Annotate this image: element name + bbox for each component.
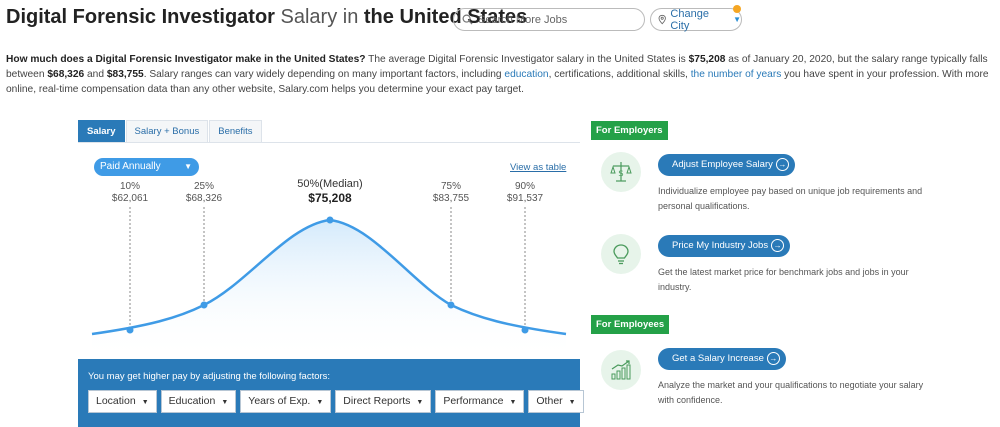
view-as-table-link[interactable]: View as table xyxy=(510,162,567,173)
factor-label: Education xyxy=(168,395,216,407)
svg-text:$: $ xyxy=(618,169,624,179)
percentile-90: 90% $91,537 xyxy=(503,181,547,205)
get-salary-increase-button[interactable]: Get a Salary Increase → xyxy=(658,348,786,370)
factor-label: Location xyxy=(96,395,136,407)
price-my-industry-jobs-label: Price My Industry Jobs xyxy=(672,240,769,251)
factor-performance-dropdown[interactable]: Performance ▼ xyxy=(435,390,525,413)
percentile-10-value: $62,061 xyxy=(111,193,149,204)
caret-down-icon: ▼ xyxy=(416,399,424,406)
percentile-25-label: 25% xyxy=(193,181,214,192)
change-city-label: Change City xyxy=(670,7,709,32)
adjust-employee-salary-button[interactable]: Adjust Employee Salary → xyxy=(658,154,795,176)
factor-row: Location ▼ Education ▼ Years of Exp. ▼ Dire… xyxy=(88,390,584,413)
pay-period-label: Paid Annually xyxy=(100,161,161,172)
factor-experience-dropdown[interactable]: Years of Exp. ▼ xyxy=(240,390,332,413)
scales-money-icon: $ xyxy=(601,152,641,192)
salary-tabs: Salary Salary + Bonus Benefits xyxy=(78,120,263,142)
caret-down-icon: ▼ xyxy=(568,399,576,406)
intro-high: $83,755 xyxy=(106,69,144,80)
chevron-down-icon: ▼ xyxy=(733,15,741,24)
intro-text-4: . Salary ranges can vary widely dependin… xyxy=(143,69,505,80)
tab-salary-bonus[interactable]: Salary + Bonus xyxy=(125,120,209,142)
salary-chart-panel: Paid Annually ▼ View as table 10% $62,06… xyxy=(78,142,580,360)
percentile-75-label: 75% xyxy=(440,181,461,192)
adjust-employee-salary-label: Adjust Employee Salary xyxy=(672,159,773,170)
percentile-25-value: $68,326 xyxy=(185,193,223,204)
percentile-90-label: 90% xyxy=(514,181,535,192)
arrow-right-icon: → xyxy=(775,158,789,171)
factor-other-dropdown[interactable]: Other ▼ xyxy=(528,390,584,413)
percentile-50: 50%(Median) $75,208 xyxy=(285,178,375,204)
factor-direct-reports-dropdown[interactable]: Direct Reports ▼ xyxy=(335,390,432,413)
change-city-button[interactable]: Change City ▼ xyxy=(650,5,742,32)
point-10 xyxy=(126,326,134,334)
factor-label: Direct Reports xyxy=(343,395,411,407)
for-employers-badge: For Employers xyxy=(591,121,668,140)
point-25 xyxy=(200,301,208,309)
page-title: Digital Forensic Investigator Salary in … xyxy=(6,6,527,29)
arrow-right-icon: → xyxy=(766,352,780,365)
percentile-50-label: 50%(Median) xyxy=(297,178,363,190)
percentile-25: 25% $68,326 xyxy=(182,181,226,205)
factor-label: Years of Exp. xyxy=(248,395,311,407)
factors-panel: You may get higher pay by adjusting the … xyxy=(78,359,584,427)
notification-dot xyxy=(733,5,741,13)
caret-down-icon: ▼ xyxy=(509,399,517,406)
tab-benefits[interactable]: Benefits xyxy=(209,120,262,142)
percentile-50-value: $75,208 xyxy=(308,191,352,205)
title-job: Digital Forensic Investigator xyxy=(6,6,275,28)
location-pin-icon xyxy=(658,14,666,25)
distribution-fill xyxy=(92,220,566,360)
search-icon xyxy=(462,14,473,25)
caret-down-icon: ▼ xyxy=(221,399,229,406)
intro-low: $68,326 xyxy=(47,69,85,80)
factor-label: Performance xyxy=(443,395,504,407)
get-salary-increase-desc: Analyze the market and your qualificatio… xyxy=(658,380,924,405)
factor-education-dropdown[interactable]: Education ▼ xyxy=(160,390,237,413)
for-employees-badge: For Employees xyxy=(591,315,670,334)
point-75 xyxy=(447,301,455,309)
chevron-down-icon: ▼ xyxy=(184,162,192,171)
percentile-10-label: 10% xyxy=(119,181,140,192)
growth-chart-icon xyxy=(601,350,641,390)
salary-distribution-chart xyxy=(91,207,567,360)
caret-down-icon: ▼ xyxy=(316,399,324,406)
adjust-employee-salary-desc: Individualize employee pay based on uniq… xyxy=(658,186,923,211)
intro-text-1: The average Digital Forensic Investigato… xyxy=(365,54,689,65)
percentile-10: 10% $62,061 xyxy=(110,181,150,205)
intro-average: $75,208 xyxy=(688,54,726,65)
intro-text-3: and xyxy=(84,69,107,80)
factor-location-dropdown[interactable]: Location ▼ xyxy=(88,390,157,413)
caret-down-icon: ▼ xyxy=(141,399,149,406)
point-50 xyxy=(326,216,334,224)
arrow-right-icon: → xyxy=(771,239,785,252)
lightbulb-icon xyxy=(601,234,641,274)
intro-text-6: you have spent in your profession. With … xyxy=(6,69,989,95)
title-salary-in: Salary in xyxy=(280,6,359,28)
percentile-75-value: $83,755 xyxy=(432,193,470,204)
search-input[interactable] xyxy=(478,13,628,26)
price-my-industry-jobs-desc: Get the latest market price for benchmar… xyxy=(658,267,909,292)
intro-question: How much does a Digital Forensic Investi… xyxy=(6,54,366,65)
percentile-90-value: $91,537 xyxy=(506,193,544,204)
percentile-75: 75% $83,755 xyxy=(429,181,473,205)
factor-label: Other xyxy=(536,395,563,407)
factors-label: You may get higher pay by adjusting the … xyxy=(88,371,331,382)
get-salary-increase-label: Get a Salary Increase xyxy=(672,353,764,364)
intro-text-2: as of January 20, 2020, but the salary r… xyxy=(6,54,988,80)
search-box[interactable] xyxy=(453,8,645,31)
years-link[interactable]: the number of years xyxy=(690,69,782,80)
education-link[interactable]: education xyxy=(504,69,549,80)
point-90 xyxy=(521,326,529,334)
intro-paragraph: How much does a Digital Forensic Investi… xyxy=(6,52,996,97)
price-my-industry-jobs-button[interactable]: Price My Industry Jobs → xyxy=(658,235,791,257)
intro-text-5: , certifications, additional skills, xyxy=(548,69,691,80)
tab-salary[interactable]: Salary xyxy=(78,120,125,142)
pay-period-dropdown[interactable]: Paid Annually ▼ xyxy=(94,158,199,176)
